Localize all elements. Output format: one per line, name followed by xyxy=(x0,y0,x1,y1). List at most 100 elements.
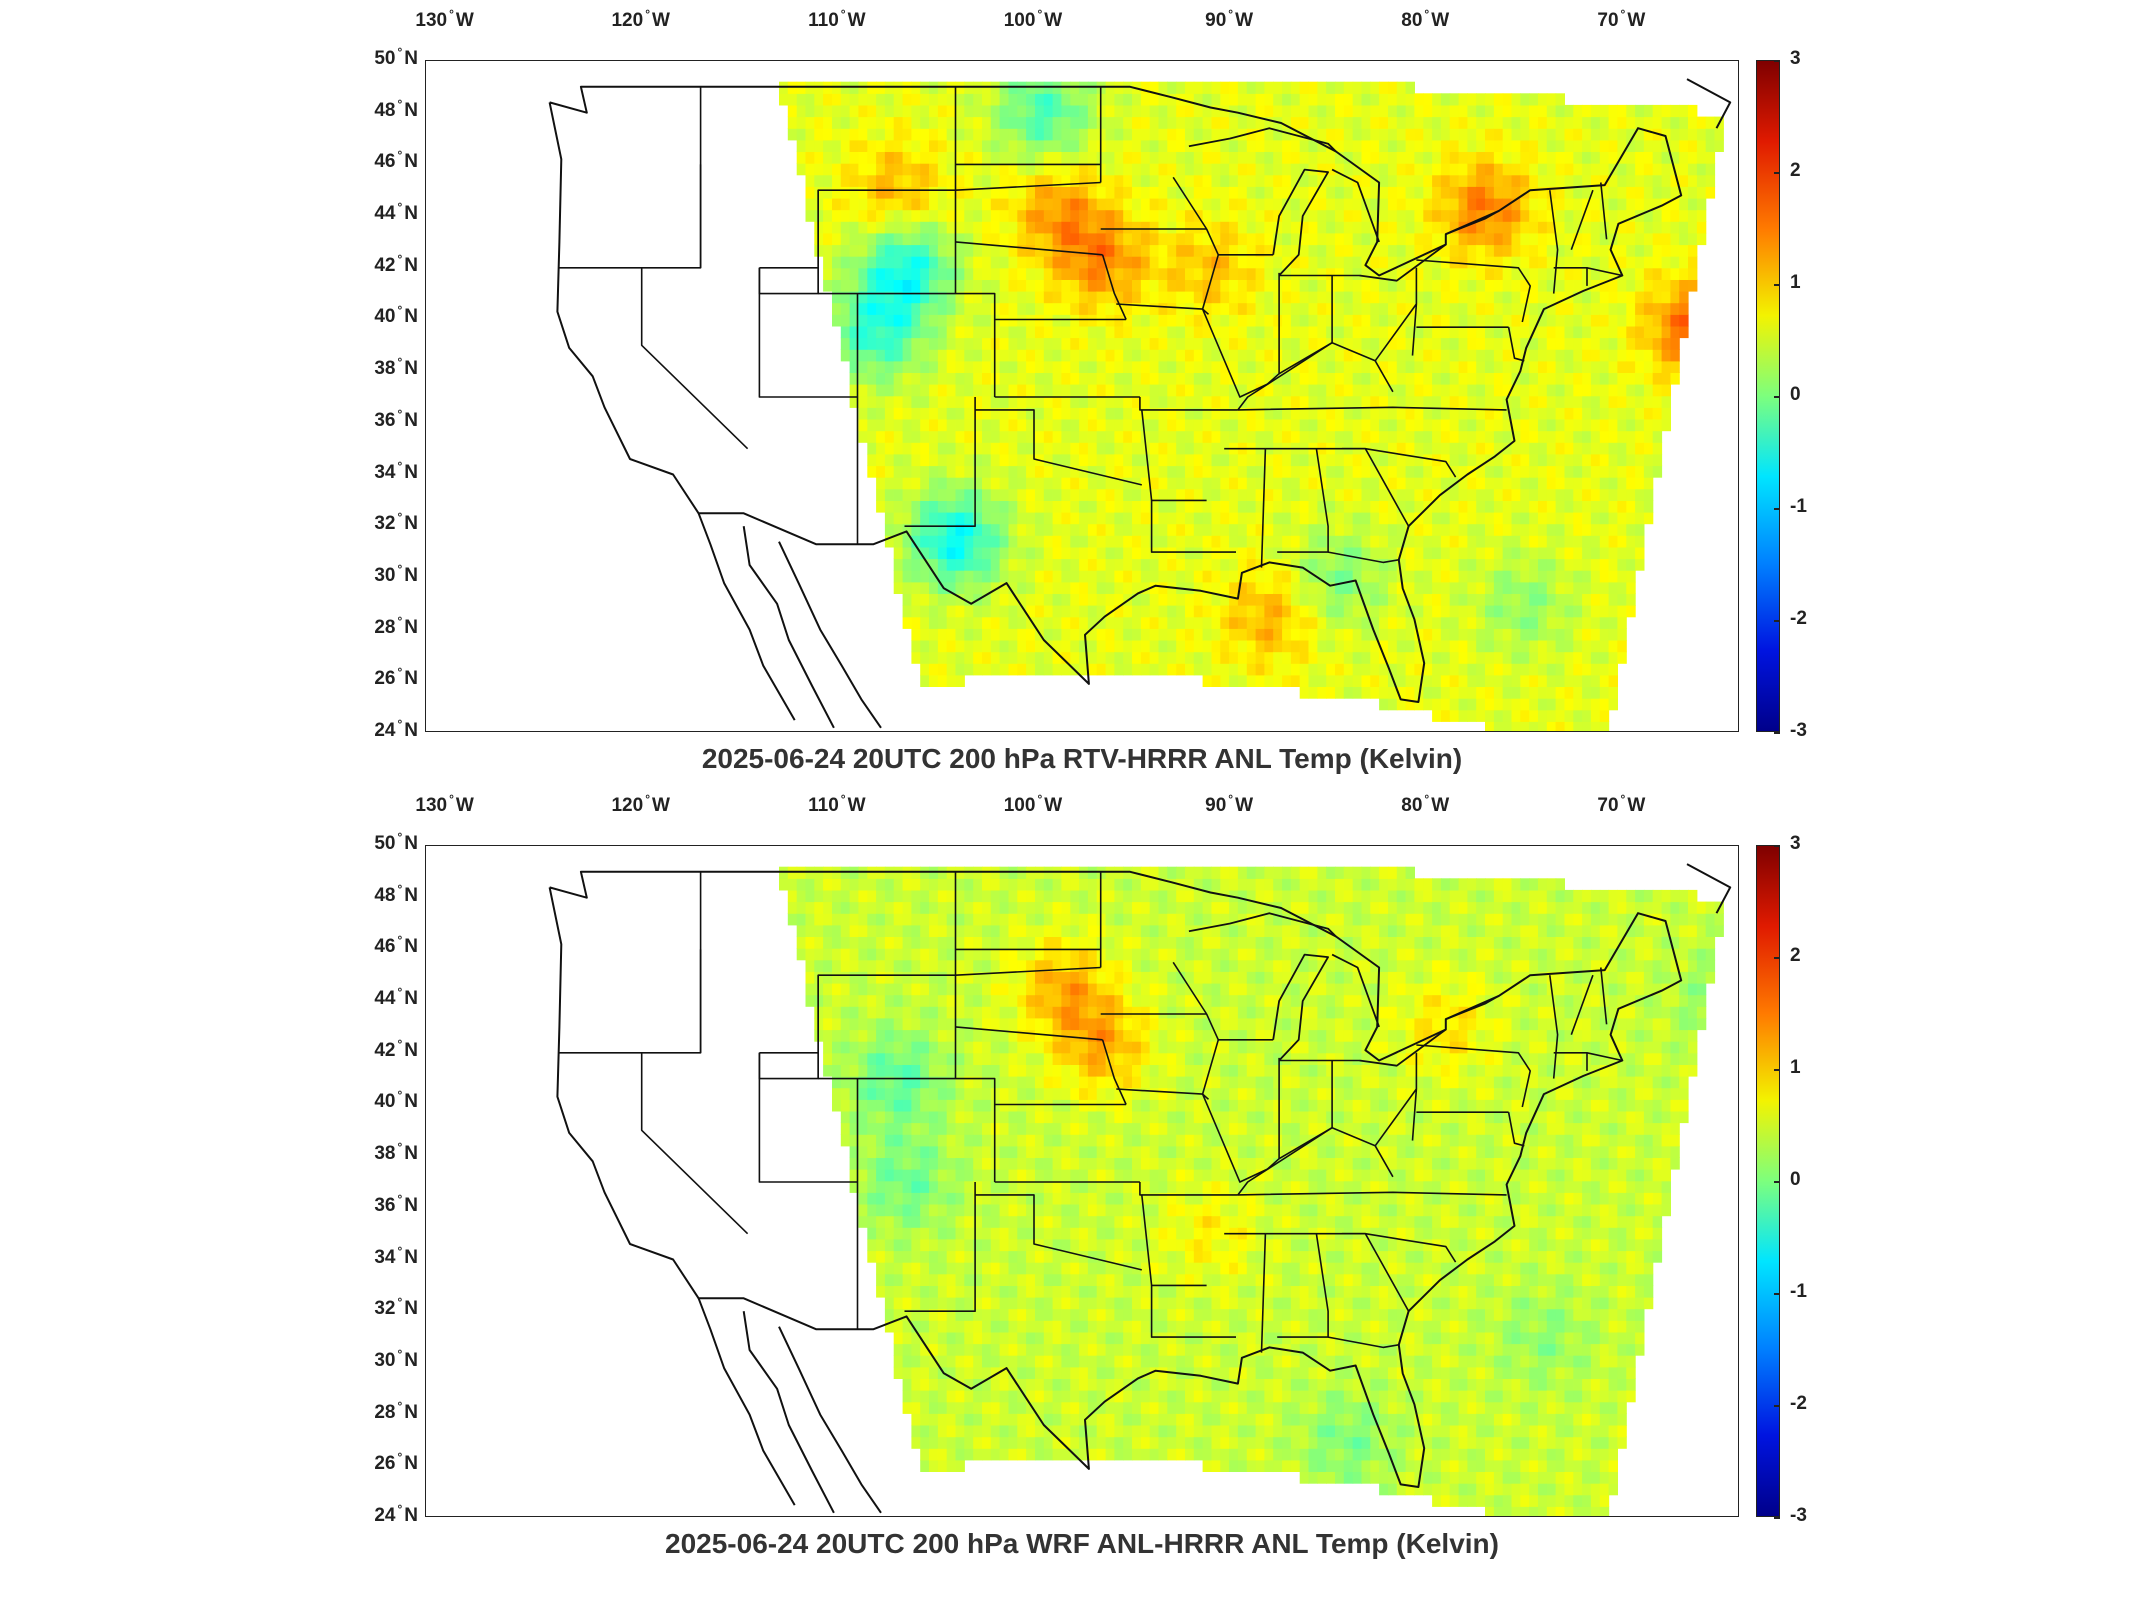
field-cell xyxy=(955,81,965,94)
field-cell xyxy=(1220,291,1230,304)
field-cell xyxy=(858,116,868,129)
field-cell xyxy=(1361,244,1371,257)
field-cell xyxy=(1017,430,1027,443)
field-cell xyxy=(1052,116,1062,129)
field-cell xyxy=(1290,163,1301,176)
field-cell xyxy=(1643,419,1654,432)
field-cell xyxy=(1538,640,1548,653)
field-cell xyxy=(1282,128,1292,141)
field-cell xyxy=(1176,488,1186,501)
field-cell xyxy=(937,535,948,548)
field-cell xyxy=(1043,430,1054,443)
field-cell xyxy=(1220,81,1230,94)
field-cell xyxy=(1643,453,1654,467)
field-cell xyxy=(1414,372,1424,385)
field-cell xyxy=(1564,337,1574,350)
field-cell xyxy=(1388,151,1398,164)
field-cell xyxy=(1061,372,1071,385)
field-cell xyxy=(893,128,904,141)
field-cell xyxy=(1590,709,1601,722)
field-cell xyxy=(1458,186,1468,199)
field-cell xyxy=(1132,372,1142,385)
field-cell xyxy=(964,232,974,246)
field-cell xyxy=(1070,325,1080,339)
field-cell xyxy=(1361,267,1371,280)
field-cell xyxy=(1361,488,1371,501)
field-cell xyxy=(1140,651,1151,664)
field-cell xyxy=(902,104,912,118)
field-cell xyxy=(1643,232,1654,246)
field-cell xyxy=(999,628,1009,641)
field-cell xyxy=(1211,663,1221,676)
field-cell xyxy=(1079,512,1089,525)
field-cell xyxy=(920,151,930,164)
field-cell xyxy=(1202,256,1212,269)
field-cell xyxy=(1079,256,1089,269)
field-cell xyxy=(1476,453,1486,467)
field-cell xyxy=(1255,221,1265,234)
field-cell xyxy=(1246,139,1257,152)
field-cell xyxy=(990,593,1001,606)
field-cell xyxy=(1396,163,1407,176)
field-cell xyxy=(1008,81,1018,94)
field-cell xyxy=(1079,349,1089,362)
field-cell xyxy=(1476,349,1486,362)
field-cell xyxy=(1529,139,1539,152)
field-cell xyxy=(1423,686,1433,699)
field-cell xyxy=(1511,453,1521,467)
field-cell xyxy=(1573,244,1583,257)
field-cell xyxy=(814,163,824,176)
field-cell xyxy=(876,430,886,443)
field-cell xyxy=(1493,221,1504,234)
field-cell xyxy=(1185,267,1195,280)
field-cell xyxy=(1440,442,1451,455)
field-cell xyxy=(1140,581,1151,594)
field-cell xyxy=(1149,209,1160,222)
field-cell xyxy=(805,163,815,176)
field-cell xyxy=(1079,139,1089,152)
field-cell xyxy=(1273,546,1283,560)
field-cell xyxy=(1414,221,1424,234)
field-cell xyxy=(1458,535,1468,548)
field-cell xyxy=(1493,465,1504,478)
field-cell xyxy=(1035,116,1045,129)
field-cell xyxy=(1529,535,1539,548)
field-cell xyxy=(1652,116,1663,129)
field-cell xyxy=(937,104,948,118)
field-cell xyxy=(1017,314,1027,327)
field-cell xyxy=(955,419,965,432)
field-cell xyxy=(955,430,965,443)
field-cell xyxy=(1264,93,1274,106)
field-cell xyxy=(884,256,895,269)
field-cell xyxy=(1061,616,1071,629)
field-cell xyxy=(1449,453,1460,467)
field-cell xyxy=(1485,232,1495,246)
field-cell xyxy=(1432,174,1442,187)
field-cell xyxy=(1590,151,1601,164)
field-cell xyxy=(920,279,930,292)
field-cell xyxy=(973,395,983,408)
field-cell xyxy=(1220,139,1230,152)
field-cell xyxy=(1176,465,1186,478)
field-cell xyxy=(1370,93,1380,106)
field-cell xyxy=(867,337,877,350)
field-cell xyxy=(1458,116,1468,129)
field-cell xyxy=(1599,581,1610,594)
field-cell xyxy=(1273,419,1283,432)
field-cell xyxy=(1290,628,1301,641)
field-cell xyxy=(1538,267,1548,280)
field-cell xyxy=(1396,81,1407,94)
latitude-label: 42 ° N xyxy=(374,251,418,276)
field-cell xyxy=(1502,488,1513,501)
field-cell xyxy=(1282,302,1292,315)
field-cell xyxy=(1008,174,1018,187)
field-cell xyxy=(1211,198,1221,211)
latitude-label: 46 ° N xyxy=(374,933,418,958)
field-cell xyxy=(787,81,798,94)
field-cell xyxy=(1096,325,1107,339)
field-cell xyxy=(1079,581,1089,594)
field-cell xyxy=(1529,360,1539,373)
field-cell xyxy=(1123,395,1133,408)
field-cell xyxy=(1414,570,1424,583)
field-cell xyxy=(973,523,983,536)
